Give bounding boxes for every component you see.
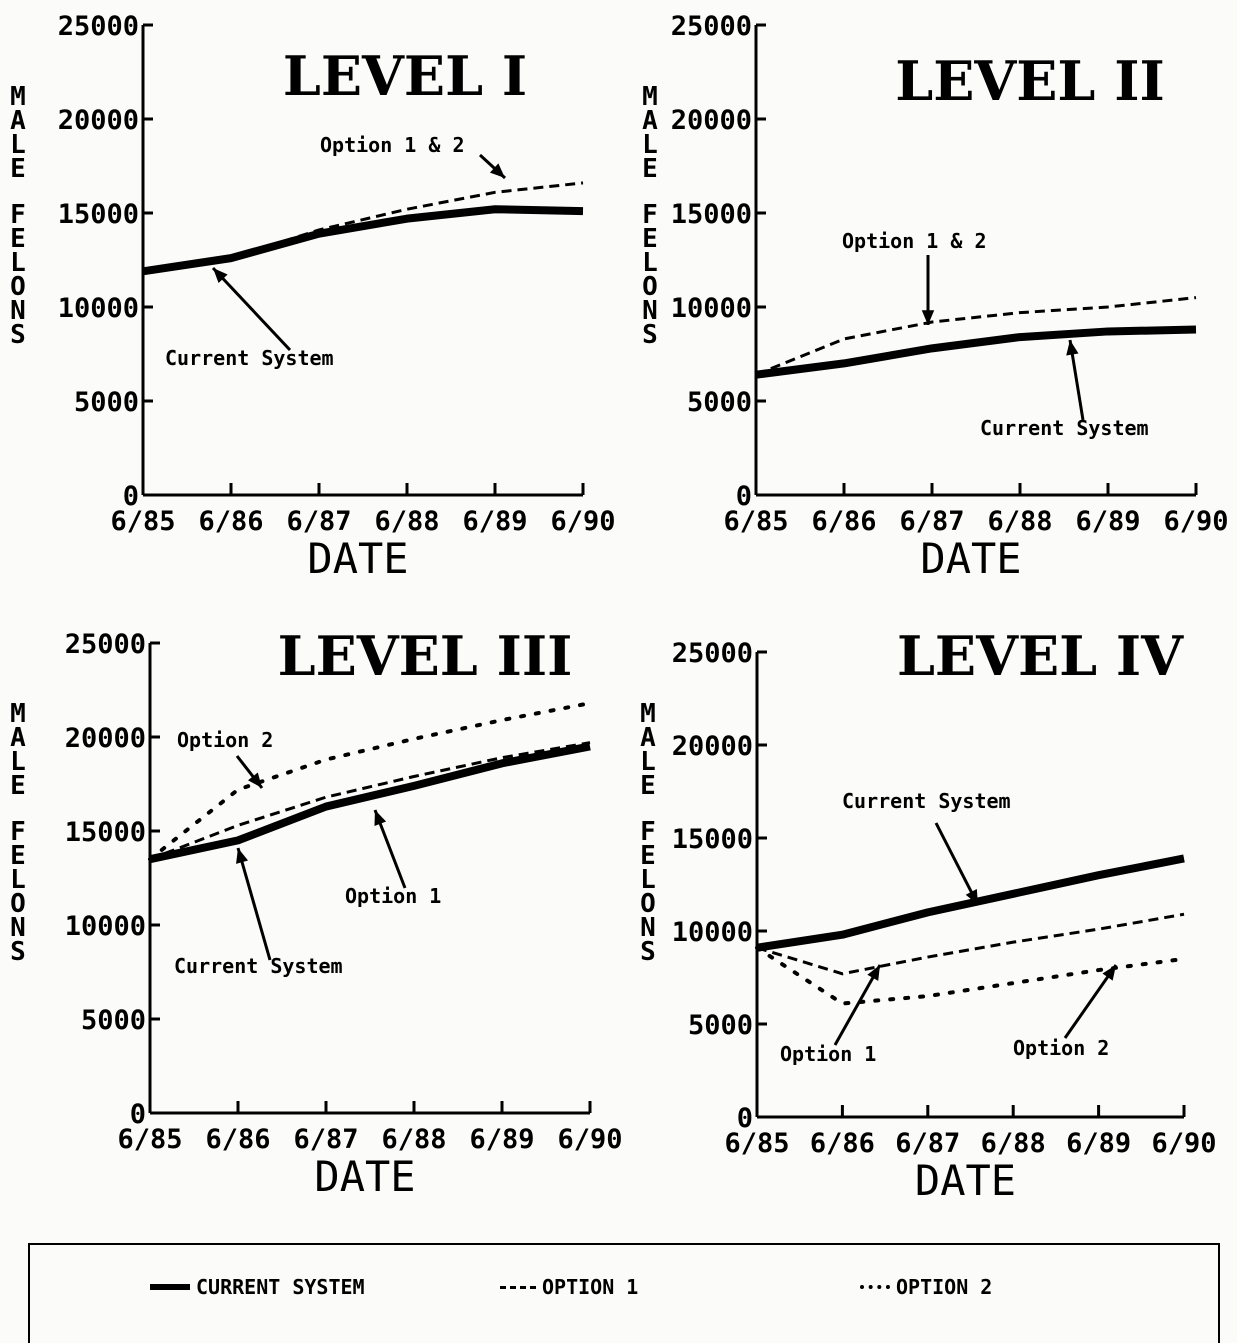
x-tick-label: 6/85 xyxy=(724,1128,789,1159)
x-tick-label: 6/88 xyxy=(981,1128,1046,1159)
x-axis-label: DATE xyxy=(915,1156,1016,1205)
legend-item-option-2: OPTION 2 xyxy=(860,1275,992,1299)
chart-title: LEVEL IV xyxy=(897,624,1184,688)
series-line-option-1 xyxy=(757,914,1184,974)
annotation-label: Option 2 xyxy=(177,728,273,752)
y-tick-label: 25000 xyxy=(671,11,752,42)
y-axis-label-letter: S xyxy=(10,937,26,967)
y-tick-label: 25000 xyxy=(58,11,139,42)
x-tick-label: 6/88 xyxy=(381,1124,446,1155)
x-tick-label: 6/88 xyxy=(374,506,439,537)
y-axis-label-letter: S xyxy=(642,320,658,350)
annotation-arrow xyxy=(238,848,270,960)
x-tick-label: 6/90 xyxy=(557,1124,622,1155)
x-tick-label: 6/87 xyxy=(293,1124,358,1155)
annotation-arrow xyxy=(213,268,290,350)
y-axis-label-letter: S xyxy=(10,320,26,350)
x-tick-label: 6/89 xyxy=(462,506,527,537)
x-tick-label: 6/90 xyxy=(1163,506,1228,537)
y-tick-label: 5000 xyxy=(688,1010,753,1041)
x-tick-label: 6/86 xyxy=(198,506,263,537)
y-tick-label: 20000 xyxy=(65,723,146,754)
y-tick-label: 15000 xyxy=(672,824,753,855)
x-tick-label: 6/86 xyxy=(811,506,876,537)
annotation-arrowhead xyxy=(374,810,386,826)
y-tick-label: 5000 xyxy=(81,1005,146,1036)
x-tick-label: 6/85 xyxy=(723,506,788,537)
x-tick-label: 6/89 xyxy=(469,1124,534,1155)
x-tick-label: 6/90 xyxy=(550,506,615,537)
y-tick-label: 20000 xyxy=(58,105,139,136)
series-line-current-system xyxy=(150,746,590,859)
y-axis-label-letter: E xyxy=(10,154,26,184)
y-axis-label-letter: E xyxy=(642,154,658,184)
annotation-label: Option 1 xyxy=(780,1042,876,1066)
x-tick-label: 6/89 xyxy=(1066,1128,1131,1159)
y-axis-label-letter: E xyxy=(10,771,26,801)
annotation-label: Current System xyxy=(980,416,1149,440)
x-tick-label: 6/86 xyxy=(810,1128,875,1159)
y-tick-label: 20000 xyxy=(671,105,752,136)
y-tick-label: 5000 xyxy=(687,387,752,418)
legend-item-current-system: CURRENT SYSTEM xyxy=(150,1275,365,1299)
legend: CURRENT SYSTEM OPTION 1 OPTION 2 xyxy=(28,1243,1220,1343)
x-axis-label: DATE xyxy=(920,534,1021,583)
y-tick-label: 25000 xyxy=(672,638,753,669)
annotation-label: Option 1 & 2 xyxy=(842,229,987,253)
x-tick-label: 6/90 xyxy=(1151,1128,1216,1159)
legend-label: OPTION 1 xyxy=(542,1275,638,1299)
legend-label: CURRENT SYSTEM xyxy=(196,1275,365,1299)
annotation-arrowhead xyxy=(1066,340,1078,356)
annotation-label: Option 2 xyxy=(1013,1036,1109,1060)
legend-swatch-dotted xyxy=(860,1285,890,1289)
x-tick-label: 6/85 xyxy=(117,1124,182,1155)
chart-title: LEVEL II xyxy=(895,49,1164,113)
chart-title: LEVEL I xyxy=(283,44,527,108)
annotation-label: Current System xyxy=(842,789,1011,813)
y-tick-label: 15000 xyxy=(65,817,146,848)
legend-swatch-solid xyxy=(150,1284,190,1290)
x-tick-label: 6/87 xyxy=(899,506,964,537)
y-tick-label: 25000 xyxy=(65,629,146,660)
y-tick-label: 10000 xyxy=(65,911,146,942)
series-line-option-2 xyxy=(757,948,1184,1004)
x-tick-label: 6/88 xyxy=(987,506,1052,537)
y-tick-label: 15000 xyxy=(58,199,139,230)
x-axis-label: DATE xyxy=(314,1152,415,1201)
y-tick-label: 10000 xyxy=(58,293,139,324)
annotation-arrowhead xyxy=(1102,965,1116,981)
y-tick-label: 10000 xyxy=(671,293,752,324)
annotation-arrowhead xyxy=(236,848,248,864)
series-line-current-system xyxy=(757,858,1184,947)
y-tick-label: 10000 xyxy=(672,917,753,948)
y-axis-label-letter: S xyxy=(640,937,656,967)
series-line-option-2 xyxy=(150,703,590,859)
y-axis-label-letter: E xyxy=(640,771,656,801)
annotation-label: Option 1 & 2 xyxy=(320,133,465,157)
x-tick-label: 6/87 xyxy=(286,506,351,537)
series-line-current-system xyxy=(756,330,1196,375)
legend-item-option-1: OPTION 1 xyxy=(500,1275,638,1299)
x-tick-label: 6/85 xyxy=(110,506,175,537)
y-tick-label: 15000 xyxy=(671,199,752,230)
x-tick-label: 6/86 xyxy=(205,1124,270,1155)
x-axis-label: DATE xyxy=(307,534,408,583)
x-tick-label: 6/87 xyxy=(895,1128,960,1159)
annotation-label: Option 1 xyxy=(345,884,441,908)
x-tick-label: 6/89 xyxy=(1075,506,1140,537)
annotation-label: Current System xyxy=(165,346,334,370)
y-tick-label: 5000 xyxy=(74,387,139,418)
legend-swatch-dashed xyxy=(500,1286,536,1289)
y-tick-label: 20000 xyxy=(672,731,753,762)
legend-label: OPTION 2 xyxy=(896,1275,992,1299)
annotation-label: Current System xyxy=(174,954,343,978)
chart-title: LEVEL III xyxy=(278,624,573,688)
